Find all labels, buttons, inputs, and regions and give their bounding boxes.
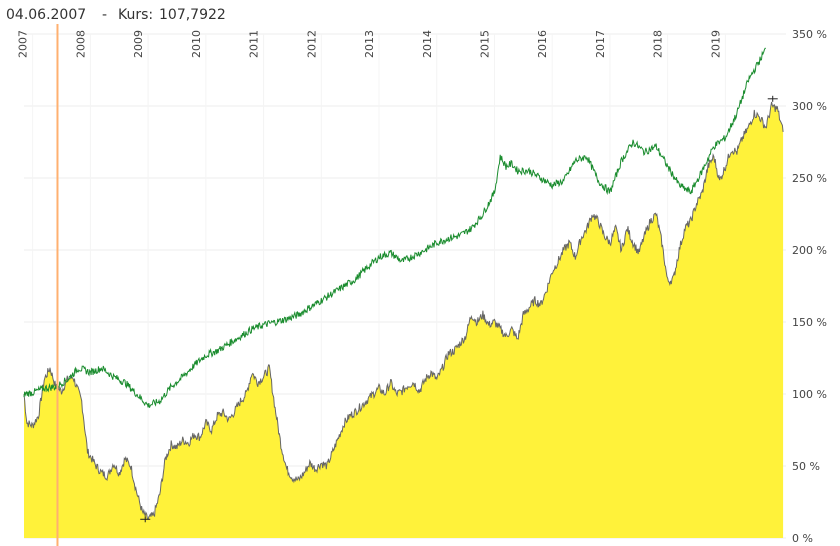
x-tick-label: 2017 xyxy=(594,30,607,58)
header-date: 04.06.2007 xyxy=(6,7,86,23)
kurs-area xyxy=(24,102,784,538)
x-tick-label: 2015 xyxy=(478,30,491,58)
x-tick-label: 2014 xyxy=(421,30,434,58)
x-tick-label: 2008 xyxy=(74,30,87,58)
y-tick-label: 250 % xyxy=(792,172,827,185)
y-tick-label: 350 % xyxy=(792,28,827,41)
y-tick-label: 300 % xyxy=(792,100,827,113)
x-tick-label: 2016 xyxy=(536,30,549,58)
y-tick-label: 100 % xyxy=(792,388,827,401)
x-tick-label: 2010 xyxy=(190,30,203,58)
x-tick-label: 2019 xyxy=(709,30,722,58)
x-tick-label: 2007 xyxy=(17,30,30,58)
x-tick-label: 2009 xyxy=(132,30,145,58)
y-axis-ticks: 0 % 50 % 100 % 150 % 200 % 250 % 300 % 350 % xyxy=(792,28,827,545)
header-kurs-value: 107,7922 xyxy=(159,7,226,23)
kurs-line xyxy=(23,101,784,520)
x-tick-label: 2012 xyxy=(305,30,318,58)
header-separator: - xyxy=(102,7,107,23)
x-axis-ticks: 2007 2008 2009 2010 2011 2012 2013 2014 2015 2016… xyxy=(17,30,723,58)
x-tick-label: 2018 xyxy=(652,30,665,58)
header-kurs-label: Kurs: xyxy=(118,7,153,23)
y-tick-label: 200 % xyxy=(792,244,827,257)
x-tick-label: 2013 xyxy=(363,30,376,58)
header: 04.06.2007 - Kurs: 107,7922 xyxy=(6,7,226,23)
x-tick-label: 2011 xyxy=(248,30,261,58)
y-tick-label: 50 % xyxy=(792,460,820,473)
y-tick-label: 150 % xyxy=(792,316,827,329)
y-tick-label: 0 % xyxy=(792,532,813,545)
benchmark-line xyxy=(23,47,766,408)
markers xyxy=(140,95,778,523)
